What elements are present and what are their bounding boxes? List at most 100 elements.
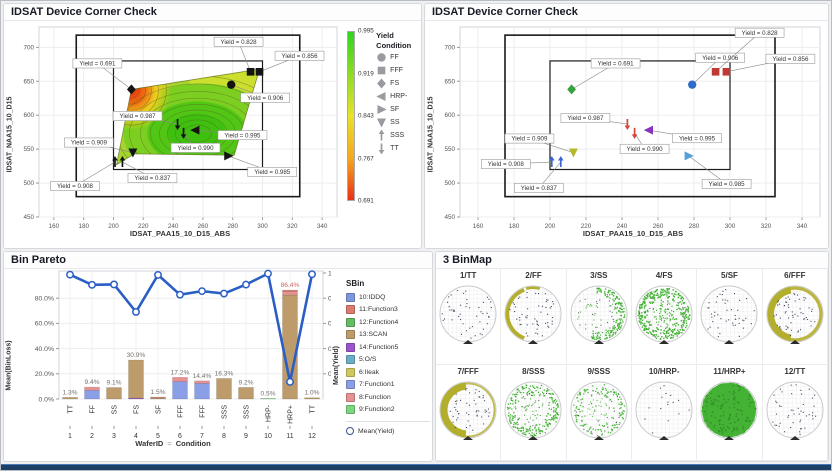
svg-text:Yield = 0.908: Yield = 0.908 — [488, 161, 525, 168]
sbin-legend-item[interactable]: 13:SCAN — [346, 329, 430, 342]
mean-yield-legend[interactable]: Mean(Yield) — [346, 427, 430, 435]
svg-text:160: 160 — [473, 223, 484, 230]
svg-text:9: 9 — [244, 433, 248, 440]
panel-title: IDSAT Device Corner Check — [425, 4, 828, 21]
wafer-label: 3/SS — [590, 271, 607, 283]
panel-bin-pareto: Bin Pareto Mean(BinLoss) 0.0%20.0%40.0%6… — [3, 251, 433, 462]
yield-annotation: Yield = 0.909 — [505, 134, 554, 143]
yield-annotation: Yield = 0.691 — [73, 59, 122, 68]
yield-annotation: Yield = 0.985 — [702, 179, 751, 188]
svg-text:Yield = 0.990: Yield = 0.990 — [627, 146, 664, 153]
y-axis-label-right: Mean(Yield) — [331, 269, 342, 461]
wafer-map[interactable]: 10/HRP- — [632, 365, 697, 461]
sbin-legend-item[interactable]: 5:O/S — [346, 354, 430, 367]
wafer-map[interactable]: 1/TT — [436, 269, 501, 365]
sbin-legend-item[interactable]: 10:IDDQ — [346, 291, 430, 304]
colorbar-gradient — [347, 31, 355, 201]
svg-text:500: 500 — [23, 180, 34, 187]
wafer-map[interactable]: 11/HRP+ — [697, 365, 762, 461]
wafer-map[interactable]: 6/FFF — [763, 269, 828, 365]
yield-annotation: Yield = 0.906 — [241, 93, 290, 102]
svg-text:SSS: SSS — [222, 405, 229, 419]
svg-text:500: 500 — [444, 180, 455, 187]
condition-legend-item[interactable]: FS — [376, 77, 421, 90]
svg-text:HRP-: HRP- — [266, 404, 273, 422]
condition-legend-item[interactable]: SS — [376, 116, 421, 129]
yield-annotation: Yield = 0.909 — [64, 138, 113, 147]
svg-text:Yield = 0.995: Yield = 0.995 — [224, 132, 261, 139]
sbin-legend-item[interactable]: 12:Function4 — [346, 316, 430, 329]
colorbar-tick: 0.995 — [358, 28, 374, 35]
svg-text:700: 700 — [23, 44, 34, 51]
sbin-legend-item[interactable]: 9:Function2 — [346, 404, 430, 417]
svg-text:Yield = 0.990: Yield = 0.990 — [177, 145, 214, 152]
bar-segment — [195, 381, 210, 384]
wafer-map[interactable]: 8/SSS — [501, 365, 566, 461]
wafer-map[interactable]: 7/FFF — [436, 365, 501, 461]
yield-annotation: Yield = 0.828 — [735, 28, 784, 37]
svg-text:16.3%: 16.3% — [215, 370, 234, 377]
bar-segment — [63, 397, 78, 399]
contour-plot[interactable]: 1601802002202402602803003203404505005506… — [15, 21, 345, 231]
bottom-row: Bin Pareto Mean(BinLoss) 0.0%20.0%40.0%6… — [3, 251, 829, 462]
panel-corner-check-scatter: IDSAT Device Corner Check IDSAT_NAA15_10… — [424, 3, 829, 249]
colorbar-tick: 0.691 — [358, 198, 374, 205]
condition-legend-item[interactable]: SSS — [376, 129, 421, 142]
yield-point — [309, 271, 315, 277]
scatter-plot[interactable]: 1601802002202402602803003203404505005506… — [436, 21, 828, 231]
sbin-legend-item[interactable]: 8:Function — [346, 391, 430, 404]
svg-text:340: 340 — [797, 223, 808, 230]
yield-annotation: Yield = 0.990 — [171, 143, 220, 152]
sbin-legend-item[interactable]: 11:Function3 — [346, 304, 430, 317]
yield-annotation: Yield = 0.987 — [113, 111, 162, 120]
svg-text:HRP+: HRP+ — [288, 405, 295, 424]
condition-legend-item[interactable]: HRP- — [376, 90, 421, 103]
circle-icon — [376, 52, 387, 63]
condition-legend-item[interactable]: FFF — [376, 64, 421, 77]
wafer-label: 10/HRP- — [649, 367, 680, 379]
bar-segment — [283, 290, 298, 292]
wafer-svg — [501, 379, 565, 447]
wafer-map[interactable]: 4/FS — [632, 269, 697, 365]
wafer-svg — [632, 283, 696, 351]
wafer-map[interactable]: 2/FF — [501, 269, 566, 365]
svg-text:320: 320 — [287, 223, 298, 230]
yield-annotation: Yield = 0.908 — [51, 181, 100, 190]
condition-legend-item[interactable]: FF — [376, 51, 421, 64]
sbin-legend-item[interactable]: 7:Function1 — [346, 379, 430, 392]
condition-legend-item[interactable]: TT — [376, 142, 421, 155]
bar-segment — [283, 292, 298, 295]
yield-ring-icon — [346, 427, 354, 435]
svg-text:160: 160 — [49, 223, 60, 230]
square-icon — [376, 65, 387, 76]
wafer-map[interactable]: 3/SS — [567, 269, 632, 365]
wafer-map[interactable]: 9/SSS — [567, 365, 632, 461]
sbin-color-swatch — [346, 318, 355, 327]
sbin-legend-item[interactable]: 6:Ileak — [346, 366, 430, 379]
svg-text:FF: FF — [90, 405, 97, 414]
svg-text:8: 8 — [222, 433, 226, 440]
svg-text:17.2%: 17.2% — [171, 369, 190, 376]
yield-annotation: Yield = 0.837 — [128, 173, 177, 182]
svg-text:1.5%: 1.5% — [150, 389, 165, 396]
wafer-label: 6/FFF — [784, 271, 805, 283]
panel-title: IDSAT Device Corner Check — [4, 4, 421, 21]
svg-text:3: 3 — [112, 433, 116, 440]
yield-annotation: Yield = 0.985 — [248, 167, 297, 176]
sbin-legend-item[interactable]: 14:Function5 — [346, 341, 430, 354]
yield-point — [287, 379, 293, 385]
wafer-map[interactable]: 12/TT — [763, 365, 828, 461]
yield-annotation: Yield = 0.908 — [481, 159, 530, 168]
pareto-chart[interactable]: 0.0%20.0%40.0%60.0%80.0%0.20.40.60.811.3… — [15, 269, 331, 442]
panel-title: Bin Pareto — [4, 252, 432, 269]
wafer-map[interactable]: 5/SF — [697, 269, 762, 365]
condition-legend-item[interactable]: SF — [376, 103, 421, 116]
yield-annotation: Yield = 0.691 — [591, 59, 640, 68]
wafer-label: 4/FS — [656, 271, 673, 283]
svg-text:9.1%: 9.1% — [106, 380, 121, 387]
svg-text:TT: TT — [68, 404, 75, 413]
svg-text:60.0%: 60.0% — [35, 321, 54, 328]
svg-text:300: 300 — [257, 223, 268, 230]
x-axis-label: IDSAT_PAA15_10_D15_ABS — [583, 229, 683, 238]
yield-annotation: Yield = 0.856 — [275, 51, 324, 60]
